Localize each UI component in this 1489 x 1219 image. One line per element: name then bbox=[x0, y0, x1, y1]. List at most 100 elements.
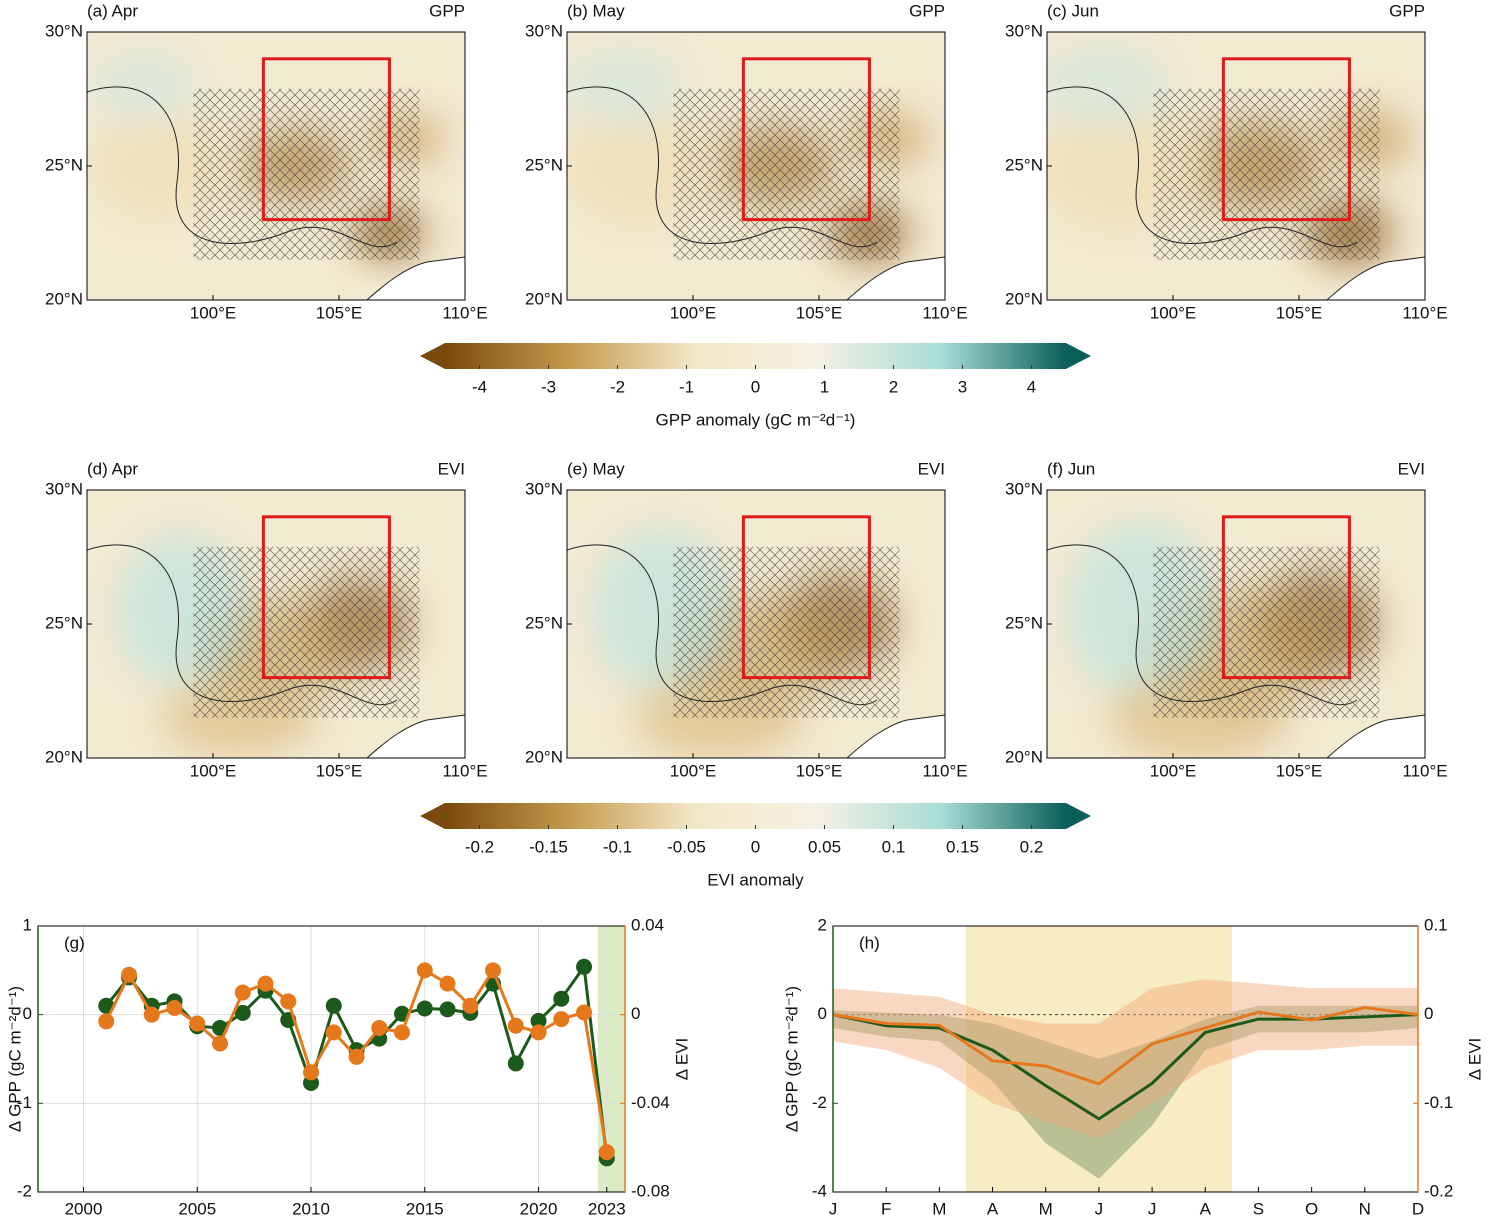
colorbar-tick-label: 2 bbox=[889, 377, 898, 396]
x-tick-label: 110°E bbox=[922, 303, 967, 322]
anomaly-field bbox=[1047, 41, 1170, 130]
x-tick-label: 2010 bbox=[292, 1199, 330, 1218]
map-area bbox=[1047, 32, 1425, 300]
x-tick-label: 105°E bbox=[316, 303, 363, 322]
series-marker bbox=[553, 990, 570, 1007]
y-tick-label: 25°N bbox=[525, 613, 563, 632]
x-tick-label: N bbox=[1359, 1199, 1371, 1218]
y2-tick-label: 0.1 bbox=[1424, 915, 1448, 934]
anomaly-field bbox=[567, 45, 684, 126]
colorbar-tick-label: 0.05 bbox=[808, 837, 841, 856]
colorbar bbox=[445, 803, 1066, 829]
series-marker bbox=[507, 1055, 524, 1072]
series-marker bbox=[530, 1024, 547, 1041]
panel-variable: GPP bbox=[909, 1, 945, 20]
colorbar-tick-label: -0.05 bbox=[667, 837, 706, 856]
y-tick-label: 30°N bbox=[1005, 479, 1043, 498]
y-axis-label: Δ GPP (gC m⁻²d⁻¹) bbox=[5, 986, 24, 1132]
y-tick-label: 2 bbox=[818, 915, 827, 934]
x-tick-label: 100°E bbox=[670, 303, 717, 322]
coastline bbox=[846, 714, 945, 758]
y-tick-label: 0 bbox=[818, 1004, 827, 1023]
panel-title: (f) Jun bbox=[1047, 459, 1095, 478]
x-tick-label: 110°E bbox=[922, 761, 967, 780]
x-tick-label: 2015 bbox=[406, 1199, 444, 1218]
map-area bbox=[567, 32, 945, 300]
x-tick-label: D bbox=[1412, 1199, 1424, 1218]
x-tick-label: A bbox=[1200, 1199, 1212, 1218]
panel-variable: GPP bbox=[1389, 1, 1425, 20]
series-marker bbox=[462, 997, 479, 1014]
x-tick-label: 100°E bbox=[670, 761, 717, 780]
significance-hatch bbox=[193, 546, 420, 718]
map-area bbox=[87, 32, 465, 300]
colorbar-label: EVI anomaly bbox=[707, 870, 804, 889]
y-tick-label: -1 bbox=[17, 1093, 32, 1112]
panel-title: (d) Apr bbox=[87, 459, 138, 478]
colorbar-tick-label: 0.15 bbox=[946, 837, 979, 856]
y-tick-label: 25°N bbox=[1005, 613, 1043, 632]
study-region bbox=[261, 57, 391, 222]
series-marker bbox=[598, 1144, 615, 1161]
y-tick-label: 30°N bbox=[525, 21, 563, 40]
series-marker bbox=[98, 1013, 115, 1030]
colorbar-tick-label: -0.1 bbox=[603, 837, 632, 856]
x-tick-label: 2005 bbox=[178, 1199, 216, 1218]
coastline bbox=[366, 714, 465, 758]
coastline bbox=[1326, 714, 1425, 758]
colorbar-right-extension bbox=[1066, 343, 1091, 369]
series-marker bbox=[325, 997, 342, 1014]
colorbar-tick-label: 0.1 bbox=[882, 837, 906, 856]
x-tick-label: A bbox=[987, 1199, 999, 1218]
colorbar-tick-label: -4 bbox=[472, 377, 487, 396]
x-tick-label: M bbox=[932, 1199, 946, 1218]
y-tick-label: 20°N bbox=[525, 289, 563, 308]
series-marker bbox=[416, 1000, 433, 1017]
y-tick-label: 20°N bbox=[45, 747, 83, 766]
panel-title: (b) May bbox=[567, 1, 625, 20]
series-marker bbox=[280, 993, 297, 1010]
y-tick-label: -2 bbox=[17, 1181, 32, 1200]
y2-tick-label: -0.04 bbox=[631, 1093, 670, 1112]
series-marker bbox=[348, 1048, 365, 1065]
y-tick-label: 20°N bbox=[525, 747, 563, 766]
x-tick-label: 110°E bbox=[1402, 761, 1447, 780]
series-marker bbox=[553, 1011, 570, 1028]
y-tick-label: 20°N bbox=[1005, 747, 1043, 766]
series-marker bbox=[507, 1017, 524, 1034]
x-tick-label: 2023 bbox=[588, 1199, 626, 1218]
series-marker bbox=[576, 1004, 593, 1021]
x-tick-label: F bbox=[881, 1199, 891, 1218]
y-tick-label: 25°N bbox=[525, 155, 563, 174]
anomaly-field bbox=[89, 49, 198, 122]
series-marker bbox=[303, 1064, 320, 1081]
series-marker bbox=[416, 962, 433, 979]
series-marker bbox=[439, 1001, 456, 1018]
significance-hatch bbox=[1153, 546, 1380, 718]
colorbar-tick-label: -3 bbox=[541, 377, 556, 396]
series-marker bbox=[485, 962, 502, 979]
panel-variable: EVI bbox=[438, 459, 465, 478]
y2-tick-label: -0.08 bbox=[631, 1181, 670, 1200]
panel-title: (a) Apr bbox=[87, 1, 138, 20]
highlight bbox=[965, 926, 1232, 1192]
y-tick-label: -4 bbox=[812, 1181, 827, 1200]
y-tick-label: 25°N bbox=[45, 613, 83, 632]
x-tick-label: 100°E bbox=[190, 761, 237, 780]
panel-variable: EVI bbox=[1398, 459, 1425, 478]
series-marker bbox=[189, 1015, 206, 1032]
y-tick-label: 25°N bbox=[45, 155, 83, 174]
series-marker bbox=[439, 975, 456, 992]
x-tick-label: 100°E bbox=[1150, 303, 1197, 322]
map-area bbox=[567, 490, 945, 758]
x-tick-label: M bbox=[1039, 1199, 1053, 1218]
panel-title: (h) bbox=[859, 933, 880, 952]
x-tick-label: J bbox=[829, 1199, 838, 1218]
series-marker bbox=[143, 1006, 160, 1023]
series-marker bbox=[530, 1012, 547, 1029]
y2-axis-label: Δ EVI bbox=[672, 1038, 691, 1081]
x-tick-label: 105°E bbox=[796, 303, 843, 322]
colorbar-tick-label: -1 bbox=[679, 377, 694, 396]
colorbar-tick-label: 0 bbox=[751, 377, 760, 396]
